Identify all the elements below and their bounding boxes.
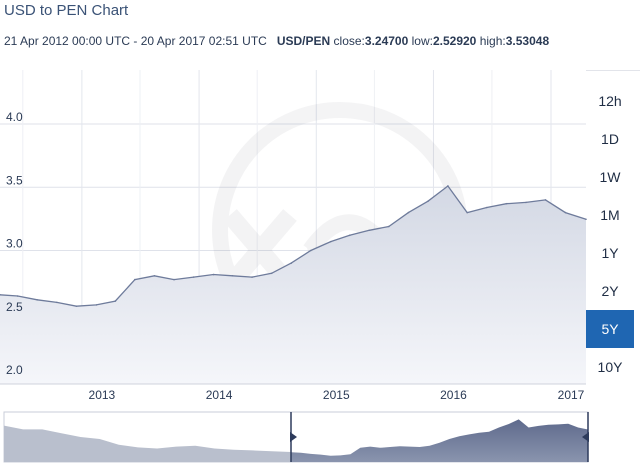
low-value: 2.52920 bbox=[432, 34, 477, 48]
plot-area bbox=[0, 185, 587, 384]
data-point bbox=[388, 225, 390, 228]
data-point bbox=[114, 300, 117, 302]
range-button-2y[interactable]: 2Y bbox=[601, 283, 619, 299]
data-point bbox=[75, 305, 78, 307]
data-point bbox=[525, 201, 527, 204]
chart-title: USD to PEN Chart bbox=[4, 2, 129, 19]
data-point bbox=[585, 218, 587, 221]
data-point bbox=[564, 211, 567, 214]
data-point bbox=[447, 185, 449, 187]
data-point bbox=[56, 301, 58, 304]
data-point bbox=[36, 299, 39, 301]
currency-pair: USD/PEN bbox=[276, 34, 331, 48]
low-label: low: bbox=[411, 34, 433, 48]
range-button-5y[interactable]: 5Y bbox=[586, 310, 634, 348]
high-value: 3.53048 bbox=[505, 34, 550, 48]
navigator-selected-area bbox=[291, 419, 588, 462]
navigator-right-handle-icon[interactable] bbox=[582, 432, 589, 442]
range-button-1y[interactable]: 1Y bbox=[601, 245, 619, 261]
data-point bbox=[348, 234, 351, 237]
y-tick-label: 2.5 bbox=[6, 300, 23, 314]
close-value: 3.24700 bbox=[364, 34, 409, 48]
data-point bbox=[173, 278, 175, 281]
y-tick-label: 2.0 bbox=[6, 363, 23, 377]
y-tick-label: 3.0 bbox=[6, 237, 23, 251]
x-tick-label: 2017 bbox=[558, 388, 585, 402]
navigator-left-handle-icon[interactable] bbox=[290, 432, 297, 442]
x-tick-label: 2014 bbox=[206, 388, 233, 402]
data-point bbox=[407, 211, 410, 214]
data-point bbox=[95, 304, 98, 306]
date-range: 21 Apr 2012 00:00 UTC - 20 Apr 2017 02:5… bbox=[4, 34, 267, 48]
y-tick-label: 4.0 bbox=[6, 110, 23, 124]
navigator[interactable] bbox=[3, 411, 589, 463]
data-point bbox=[134, 278, 136, 281]
data-point bbox=[251, 276, 253, 278]
range-button-1m[interactable]: 1M bbox=[600, 207, 620, 223]
range-selector: 12h 1D 1W 1M 1Y 2Y 5Y 10Y bbox=[586, 82, 634, 386]
data-point bbox=[16, 295, 19, 297]
high-label: high: bbox=[479, 34, 506, 48]
close-label: close: bbox=[333, 34, 365, 48]
data-point bbox=[466, 211, 468, 214]
series-area bbox=[0, 186, 586, 384]
data-point bbox=[290, 262, 293, 264]
x-axis: 2013 2014 2015 2016 2017 bbox=[0, 383, 586, 402]
x-tick-label: 2013 bbox=[89, 388, 116, 402]
chart-subtitle: 21 Apr 2012 00:00 UTC - 20 Apr 2017 02:5… bbox=[4, 34, 549, 48]
range-button-10y[interactable]: 10Y bbox=[597, 359, 623, 375]
data-point bbox=[485, 206, 488, 209]
data-point bbox=[0, 293, 1, 296]
y-tick-label: 3.5 bbox=[6, 173, 23, 187]
x-tick-label: 2015 bbox=[323, 388, 350, 402]
data-point bbox=[153, 275, 156, 277]
data-point bbox=[192, 276, 195, 278]
x-tick-label: 2016 bbox=[440, 388, 467, 402]
data-point bbox=[368, 229, 371, 232]
data-point bbox=[329, 240, 332, 243]
data-point bbox=[427, 200, 429, 202]
data-point bbox=[310, 249, 312, 252]
data-point bbox=[212, 273, 215, 276]
data-point bbox=[270, 272, 273, 275]
range-button-1d[interactable]: 1D bbox=[601, 131, 619, 147]
y-axis: 2.0 2.5 3.0 3.5 4.0 bbox=[6, 110, 23, 377]
data-point bbox=[544, 199, 547, 201]
range-button-12h[interactable]: 12h bbox=[598, 93, 622, 109]
range-button-1w[interactable]: 1W bbox=[599, 169, 621, 185]
navigator-history-area bbox=[4, 425, 291, 462]
data-point bbox=[231, 275, 234, 277]
data-point bbox=[505, 202, 508, 205]
